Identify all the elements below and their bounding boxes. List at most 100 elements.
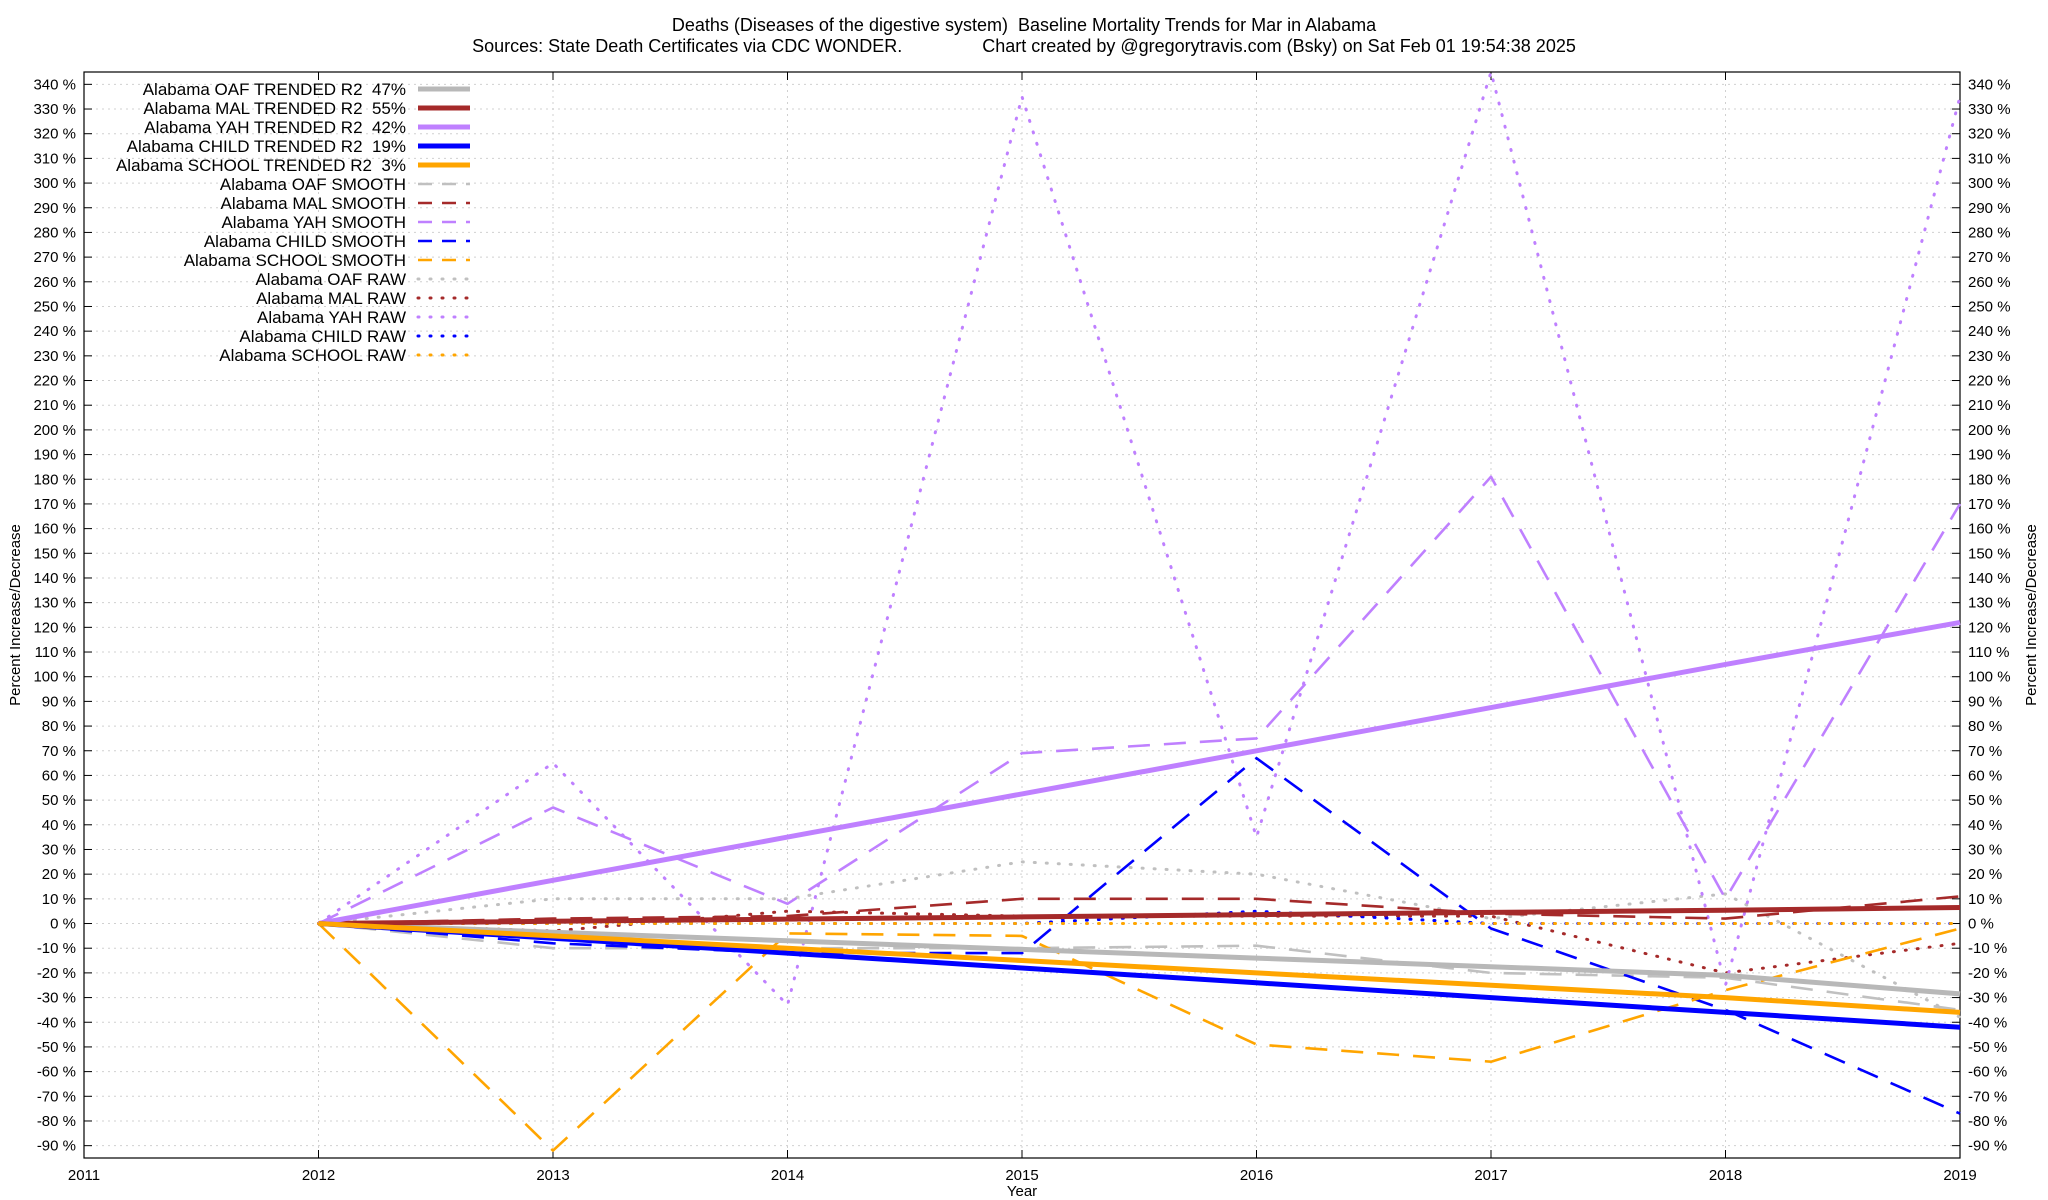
legend-label-alabama-oaf-trended-r2-47: Alabama OAF TRENDED R2 47% [143,80,406,99]
y-tick-label: -50 % [37,1039,76,1056]
y2-tick-label: 330 % [1968,101,2011,118]
y-tick-label: -30 % [37,990,76,1007]
y2-tick-label: 180 % [1968,471,2011,488]
y-tick-label: 250 % [33,298,76,315]
y2-tick-label: 40 % [1968,817,2002,834]
y2-tick-label: 270 % [1968,249,2011,266]
y-tick-label: -60 % [37,1064,76,1081]
series-line-alabama-oaf-smooth [318,922,1961,1012]
y-tick-label: 220 % [33,373,76,390]
series-line-alabama-mal-smooth [318,895,1961,925]
x-tick-label: 2011 [68,1167,100,1184]
y2-tick-label: 10 % [1968,891,2002,908]
x-tick-label: 2015 [1005,1167,1038,1184]
y2-tick-label: 0 % [1968,916,1994,933]
x-tick-label: 2017 [1474,1167,1507,1184]
y2-tick-label: 300 % [1968,175,2011,192]
y-tick-label: 270 % [33,249,76,266]
y-tick-label: -90 % [37,1138,76,1155]
y2-tick-label: 110 % [1968,644,2009,661]
legend-label-alabama-mal-trended-r2-55: Alabama MAL TRENDED R2 55% [143,99,406,118]
y-tick-label: -40 % [37,1014,76,1031]
y-tick-label: 140 % [33,570,76,587]
y2-tick-label: 140 % [1968,570,2011,587]
y2-tick-label: 210 % [1968,397,2011,414]
y2-tick-label: 150 % [1968,545,2011,562]
y2-tick-label: -60 % [1968,1064,2007,1081]
y-tick-label: 110 % [35,644,76,661]
y2-tick-label: 320 % [1968,126,2011,143]
y-axis: -90 % -90 % -80 % -80 % -70 % -70 % -60 % -60 %… [33,76,2010,1154]
y-tick-label: 310 % [33,150,76,167]
y-tick-label: 340 % [33,76,76,93]
series-line-alabama-child-trended-r2-19 [318,921,1961,1030]
legend-label-alabama-yah-smooth: Alabama YAH SMOOTH [221,213,406,232]
y-tick-label: 190 % [33,447,76,464]
y-tick-label: 20 % [42,866,76,883]
y-tick-label: 0 % [50,916,76,933]
y2-tick-label: 170 % [1968,496,2011,513]
y2-tick-label: -50 % [1968,1039,2007,1056]
y-tick-label: 200 % [33,422,76,439]
y2-tick-label: 90 % [1968,693,2002,710]
series-line-alabama-mal-trended-r2-55 [318,905,1961,926]
x-tick-label: 2012 [302,1167,335,1184]
y2-tick-label: 100 % [1968,669,2011,686]
y-tick-label: 330 % [33,101,76,118]
y2-tick-label: 80 % [1968,718,2002,735]
legend: Alabama OAF TRENDED R2 47%Alabama MAL TR… [116,80,472,365]
y2-tick-label: 250 % [1968,298,2011,315]
y-tick-label: 280 % [33,224,76,241]
legend-label-alabama-child-trended-r2-19: Alabama CHILD TRENDED R2 19% [127,137,406,156]
series-line-alabama-school-smooth [317,922,1961,1152]
y2-tick-label: 60 % [1968,767,2002,784]
series-line-alabama-yah-trended-r2-42 [318,619,1961,926]
y2-tick-label: -70 % [1968,1088,2007,1105]
y-tick-label: -20 % [37,965,76,982]
y-tick-label: 10 % [42,891,76,908]
y-tick-label: 80 % [42,718,76,735]
series-line-alabama-yah-smooth [317,475,1962,925]
y-tick-label: -70 % [37,1088,76,1105]
series-line-alabama-oaf-raw [317,860,1962,1019]
x-tick-label: 2016 [1240,1167,1273,1184]
series-line-alabama-yah-raw [317,70,1962,1007]
y-tick-label: -80 % [37,1113,76,1130]
y-tick-label: 40 % [42,817,76,834]
legend-label-alabama-school-trended-r2-3: Alabama SCHOOL TRENDED R2 3% [116,156,406,175]
legend-label-alabama-oaf-smooth: Alabama OAF SMOOTH [220,175,406,194]
y-tick-label: 70 % [42,743,76,760]
chart-title: Deaths (Diseases of the digestive system… [672,15,1377,35]
y2-tick-label: 120 % [1968,619,2011,636]
x-axis: 2011 2012 2013 2014 2015 2016 2017 2018 2019 [68,72,1977,1184]
series-lines [317,70,1962,1152]
y2-tick-label: 340 % [1968,76,2011,93]
y-tick-label: 160 % [33,521,76,538]
y-tick-label: 230 % [33,348,76,365]
y2-tick-label: -10 % [1968,940,2007,957]
legend-label-alabama-mal-smooth: Alabama MAL SMOOTH [221,194,406,213]
y2-tick-label: -30 % [1968,990,2007,1007]
y2-tick-label: -20 % [1968,965,2007,982]
y-tick-label: 210 % [33,397,76,414]
y2-tick-label: 290 % [1968,200,2011,217]
legend-label-alabama-yah-raw: Alabama YAH RAW [257,308,406,327]
x-tick-label: 2013 [536,1167,569,1184]
legend-label-alabama-child-raw: Alabama CHILD RAW [239,327,406,346]
y2-tick-label: 310 % [1968,150,2011,167]
y2-tick-label: 260 % [1968,274,2011,291]
y-axis-label: Percent Increase/Decrease [7,524,24,706]
y-tick-label: 260 % [33,274,76,291]
legend-label-alabama-child-smooth: Alabama CHILD SMOOTH [204,232,406,251]
y-tick-label: 130 % [33,595,76,612]
y-tick-label: 150 % [33,545,76,562]
y2-tick-label: 200 % [1968,422,2011,439]
y2-tick-label: 230 % [1968,348,2011,365]
y2-tick-label: 280 % [1968,224,2011,241]
legend-label-alabama-yah-trended-r2-42: Alabama YAH TRENDED R2 42% [144,118,406,137]
chart-subtitle: Sources: State Death Certificates via CD… [472,36,1576,56]
x-tick-label: 2018 [1709,1167,1742,1184]
y2-tick-label: 70 % [1968,743,2002,760]
y2-tick-label: 130 % [1968,595,2011,612]
